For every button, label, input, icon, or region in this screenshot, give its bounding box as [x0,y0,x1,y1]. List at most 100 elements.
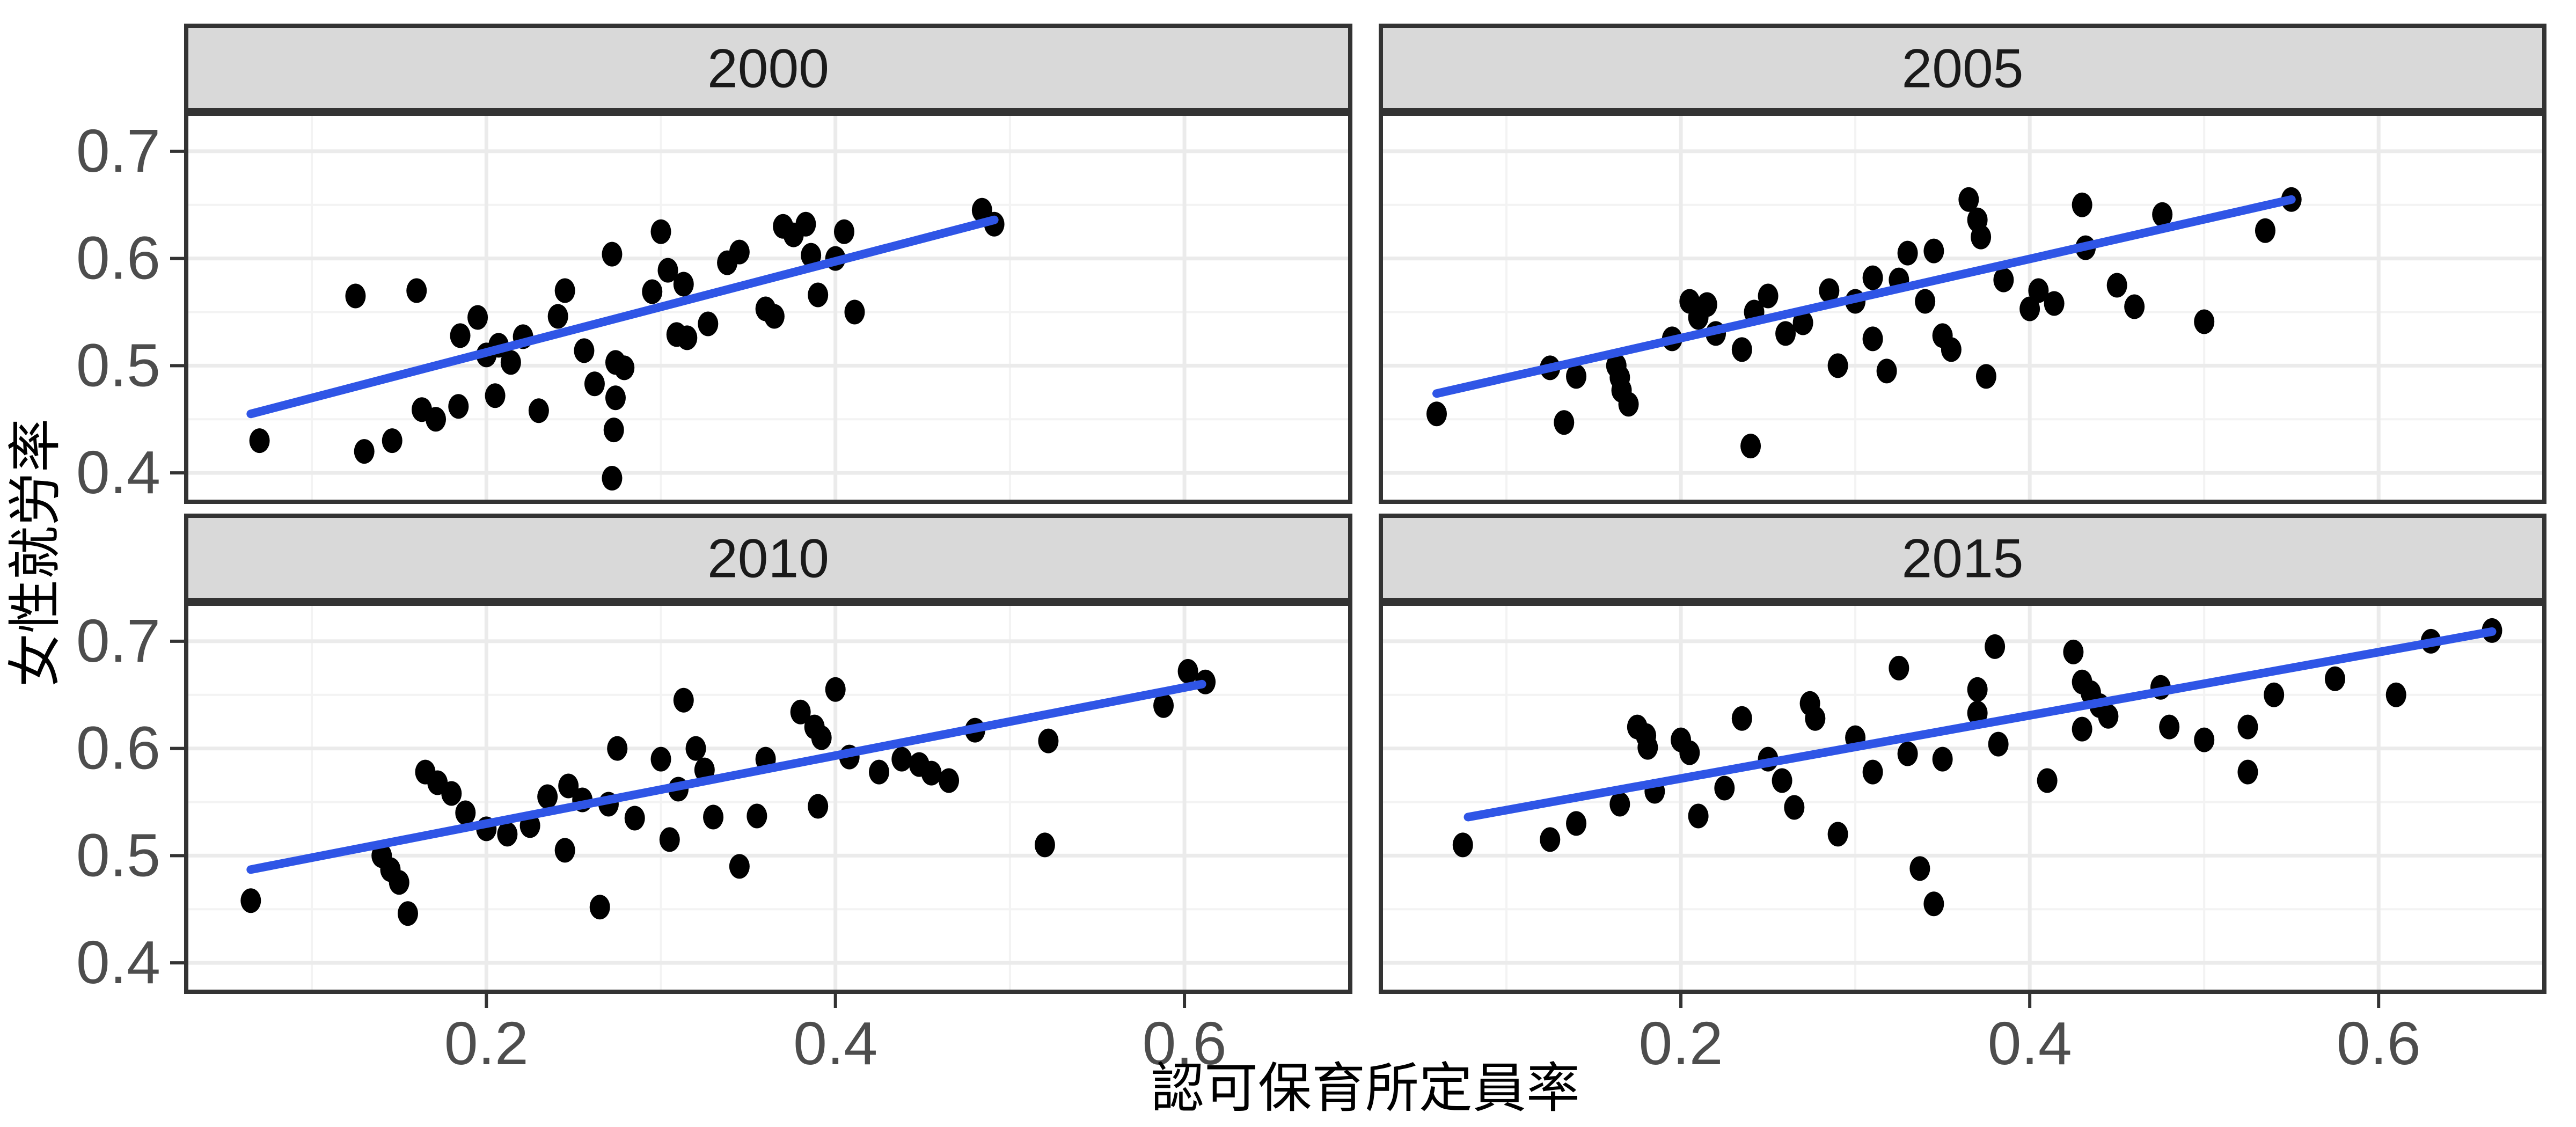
data-point [603,418,624,443]
x-tick-label: 0.6 [1143,1009,1227,1077]
data-point [673,687,694,713]
data-point [1740,434,1761,459]
x-tick-label: 0.6 [2337,1009,2421,1077]
data-point [703,804,724,830]
panels-layer: 2000 2005 2010 2015 [184,24,2546,994]
y-tick-label: 0.6 [76,714,160,782]
data-point [1772,768,1792,793]
data-point [406,278,427,303]
data-point [642,279,663,304]
data-point [602,466,623,491]
data-point [1038,728,1059,753]
data-point [589,895,610,920]
data-point [2106,273,2127,298]
data-point [426,407,447,432]
data-point [558,773,579,799]
data-point [650,747,671,772]
data-point [624,806,645,831]
data-point [1566,811,1587,836]
data-point [868,759,889,785]
data-point [1034,832,1055,858]
data-point [1609,792,1630,817]
data-point [1426,401,1447,427]
data-point [2072,716,2092,742]
data-point [1909,856,1930,881]
data-point [2072,192,2092,217]
x-tick-label: 0.4 [793,1009,877,1077]
data-point [801,243,822,268]
data-point [921,760,942,786]
data-point [1688,803,1709,829]
data-point [2124,294,2145,319]
data-point [537,784,558,809]
y-tick-label: 0.7 [76,117,160,185]
data-point [1827,353,1848,378]
facet-strip [1379,514,2546,602]
data-point [554,838,575,863]
data-point [1714,775,1735,801]
data-point [1932,747,1953,772]
data-point [1819,278,1840,303]
data-point [698,311,719,336]
data-point [1827,822,1848,847]
facet-panel-2015: 2015 [1379,514,2546,994]
data-point [1958,187,1979,212]
data-point [1792,310,1813,335]
data-point [2264,682,2285,707]
facet-strip-label: 2015 [1902,528,2024,589]
data-point [808,794,829,819]
data-point [2237,759,2258,785]
data-point [397,901,418,926]
data-point [249,428,270,453]
data-point [808,282,829,308]
trend-line [1432,195,2296,398]
panel-background [1381,114,2544,502]
facet-strip [184,514,1352,602]
data-point [605,385,626,411]
data-point [764,304,785,329]
data-point [528,398,549,423]
data-point [1941,337,1962,362]
facet-strip [1379,24,2546,112]
data-point [1923,238,1944,264]
data-point [614,355,635,380]
facet-strip-label: 2005 [1902,38,2024,99]
panel-border [1379,112,2546,504]
data-point [1805,706,1826,731]
data-point [685,736,706,761]
y-axis-title: 女性就労率 [5,419,65,687]
data-point [1923,891,1944,917]
data-point [1975,364,1996,389]
data-point [602,241,623,267]
data-point [382,428,402,453]
facet-panel-2010: 2010 [184,514,1352,994]
data-point [1897,240,1918,266]
data-point [2063,639,2084,664]
data-point [467,305,488,330]
data-point [1967,700,1988,726]
y-tick-label: 0.4 [76,438,160,506]
data-point [657,258,678,283]
data-point [2037,768,2058,793]
y-tick-label: 0.7 [76,607,160,675]
data-point [795,211,816,237]
data-point [790,699,811,724]
data-point [729,239,750,265]
data-point [1993,267,2014,292]
data-point [1540,827,1561,852]
data-point [2152,202,2173,227]
data-point [1784,795,1805,820]
trend-line [246,215,999,419]
data-point [485,383,506,408]
data-point [1889,655,1909,680]
y-tick-label: 0.5 [76,331,160,399]
data-point [2255,218,2275,243]
data-point [825,677,846,702]
data-point [1637,735,1658,760]
panel-border [184,602,1352,994]
data-point [389,870,409,895]
data-point [2194,309,2215,334]
data-point [811,725,832,750]
trend-line [1463,627,2497,822]
data-point [1862,326,1883,352]
